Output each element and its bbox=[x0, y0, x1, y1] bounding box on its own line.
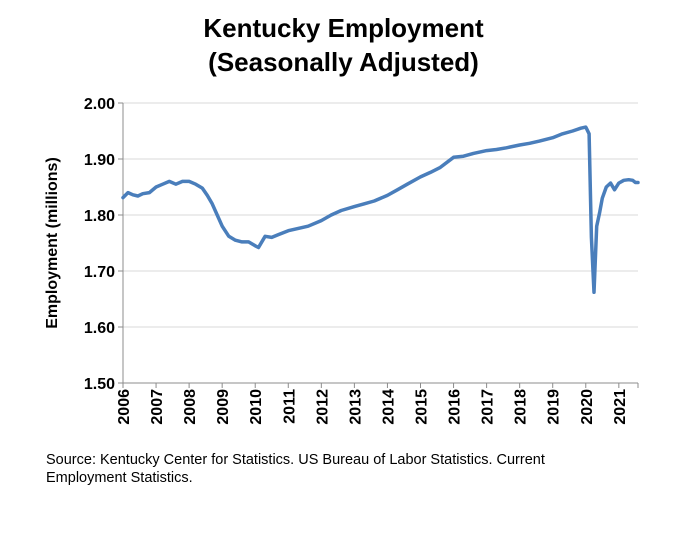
y-tick-label: 2.00 bbox=[84, 96, 115, 113]
x-tick-label: 2006 bbox=[116, 389, 133, 425]
y-tick-label: 1.50 bbox=[84, 376, 115, 393]
source-note-line-2: Employment Statistics. bbox=[46, 470, 193, 486]
y-tick-label: 1.90 bbox=[84, 152, 115, 169]
x-tick-label: 2012 bbox=[314, 389, 331, 425]
employment-series-line bbox=[121, 125, 640, 295]
y-tick-label: 1.60 bbox=[84, 320, 115, 337]
x-tick-label: 2015 bbox=[413, 389, 430, 425]
source-note: Source: Kentucky Center for Statistics. … bbox=[46, 451, 646, 487]
y-axis-tick-labels: 1.50 1.60 1.70 1.80 1.90 2.00 bbox=[84, 96, 115, 393]
source-note-line-1: Source: Kentucky Center for Statistics. … bbox=[46, 452, 545, 468]
y-axis-label: Employment (millions) bbox=[44, 157, 61, 329]
x-tick-label: 2011 bbox=[281, 389, 298, 424]
x-tick-label: 2010 bbox=[248, 389, 265, 425]
y-tick-label: 1.80 bbox=[84, 208, 115, 225]
x-tick-label: 2016 bbox=[447, 389, 464, 425]
x-tick-label: 2009 bbox=[215, 389, 232, 425]
x-tick-label: 2008 bbox=[182, 389, 199, 425]
x-tick-label: 2017 bbox=[480, 389, 497, 425]
x-tick-label: 2018 bbox=[513, 389, 530, 425]
x-tick-label: 2013 bbox=[347, 389, 364, 425]
x-axis-tick-labels: 2006 2007 2008 2009 2010 2011 2012 2013 2014 2015… bbox=[116, 389, 629, 425]
chart-title-line-2: (Seasonally Adjusted) bbox=[208, 47, 479, 77]
axes bbox=[118, 102, 639, 388]
chart-title-line-1: Kentucky Employment bbox=[203, 13, 484, 43]
x-tick-label: 2019 bbox=[546, 389, 563, 425]
gridlines bbox=[123, 102, 638, 328]
x-tick-label: 2020 bbox=[579, 389, 596, 425]
x-tick-label: 2014 bbox=[380, 389, 397, 425]
x-tick-label: 2021 bbox=[612, 389, 629, 425]
x-tick-label: 2007 bbox=[149, 389, 166, 425]
y-tick-label: 1.70 bbox=[84, 264, 115, 281]
